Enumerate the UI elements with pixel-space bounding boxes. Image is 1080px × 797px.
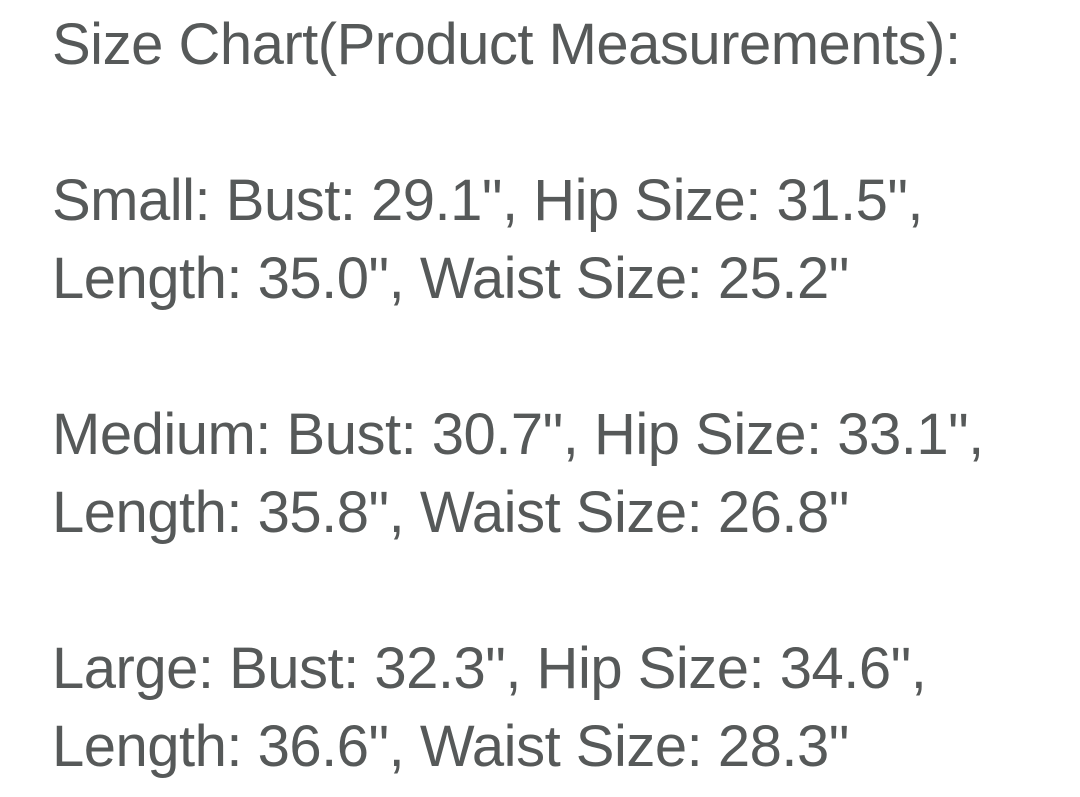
- size-entry-large-line-2: Length: 36.6", Waist Size: 28.3": [52, 714, 849, 779]
- size-chart-title: Size Chart(Product Measurements):: [52, 12, 961, 77]
- size-entry-small: Small: Bust: 29.1", Hip Size: 31.5", Len…: [52, 162, 1060, 318]
- size-entry-medium: Medium: Bust: 30.7", Hip Size: 33.1", Le…: [52, 396, 1060, 552]
- size-entry-small-line-1: Small: Bust: 29.1", Hip Size: 31.5",: [52, 168, 924, 233]
- size-entry-medium-line-1: Medium: Bust: 30.7", Hip Size: 33.1",: [52, 402, 984, 467]
- size-entry-large: Large: Bust: 32.3", Hip Size: 34.6", Len…: [52, 630, 1060, 786]
- size-entry-large-line-1: Large: Bust: 32.3", Hip Size: 34.6",: [52, 636, 927, 701]
- size-entry-small-line-2: Length: 35.0", Waist Size: 25.2": [52, 246, 849, 311]
- size-entry-medium-line-2: Length: 35.8", Waist Size: 26.8": [52, 480, 849, 545]
